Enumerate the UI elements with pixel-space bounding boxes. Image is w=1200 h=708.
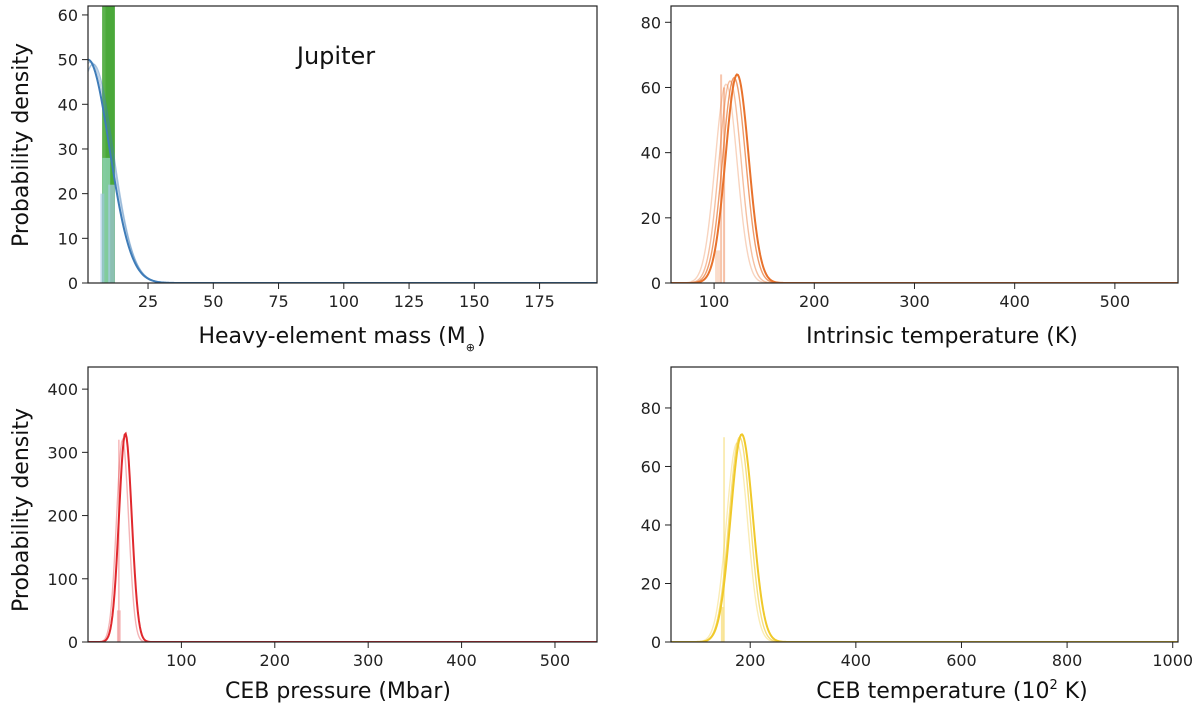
x-tick-label: 500 (1100, 292, 1131, 311)
x-tick-label: 200 (260, 651, 291, 670)
x-tick-label: 500 (540, 651, 571, 670)
x-tick-label: 50 (203, 292, 223, 311)
series-line-3 (88, 58, 597, 283)
x-axis-label: Intrinsic temperature (K) (806, 324, 1078, 349)
y-tick-label: 300 (47, 443, 78, 462)
y-axis-label: Probability density (9, 43, 34, 247)
y-tick-label: 0 (68, 274, 78, 293)
spike-bar-1 (116, 610, 121, 642)
x-axis-label: Heavy-element mass (M⊕) (198, 324, 485, 354)
x-tick-label: 400 (446, 651, 477, 670)
plot-area-ceb-pressure (88, 431, 597, 642)
spike-bar-2 (102, 157, 111, 283)
spike-bar-1 (102, 6, 108, 283)
spike-bar-4 (100, 193, 105, 283)
series-line-2 (88, 63, 597, 283)
series-line-3 (671, 433, 1178, 642)
y-tick-label: 30 (58, 140, 78, 159)
y-tick-label: 80 (641, 399, 661, 418)
x-tick-label: 100 (166, 651, 197, 670)
plot-marks (671, 433, 1178, 642)
series-line-1 (88, 61, 597, 283)
x-tick-label: 100 (699, 292, 730, 311)
x-tick-label: 400 (841, 651, 872, 670)
y-tick-label: 50 (58, 51, 78, 70)
y-tick-label: 60 (641, 78, 661, 97)
x-tick-label: 75 (268, 292, 288, 311)
y-axis-label: Probability density (9, 408, 34, 612)
y-tick-label: 60 (641, 457, 661, 476)
x-tick-label: 125 (394, 292, 425, 311)
x-tick-label: 175 (524, 292, 555, 311)
plot-area-intrinsic-temperature (671, 73, 1178, 283)
annotation-jupiter: Jupiter (295, 42, 375, 70)
y-tick-label: 400 (47, 380, 78, 399)
y-tick-label: 0 (651, 633, 661, 652)
series-line-2 (88, 431, 597, 642)
x-axis-label: CEB temperature (102 K) (816, 678, 1088, 704)
y-tick-label: 20 (58, 185, 78, 204)
axes-frame (670, 5, 1179, 284)
y-tick-label: 0 (68, 633, 78, 652)
series-line-2 (671, 80, 1178, 283)
y-tick-label: 40 (641, 144, 661, 163)
axes-frame (670, 366, 1179, 643)
series-line-1 (88, 437, 597, 642)
spike-bar-1 (723, 87, 726, 283)
spike-bar-2 (715, 250, 722, 283)
axes-frame (87, 366, 598, 643)
x-tick-label: 1000 (1152, 651, 1193, 670)
x-tick-label: 800 (1052, 651, 1083, 670)
y-tick-label: 80 (641, 13, 661, 32)
plot-marks (88, 431, 597, 642)
series-line-1 (671, 83, 1178, 283)
x-tick-label: 150 (459, 292, 490, 311)
x-tick-label: 300 (353, 651, 384, 670)
x-tick-label: 200 (799, 292, 830, 311)
x-tick-label: 100 (329, 292, 360, 311)
axes-frame (87, 5, 598, 284)
series-line-2 (671, 436, 1178, 642)
y-tick-label: 100 (47, 570, 78, 589)
y-tick-label: 200 (47, 507, 78, 526)
x-tick-label: 400 (999, 292, 1030, 311)
series-line-3 (671, 76, 1178, 283)
y-tick-label: 60 (58, 6, 78, 25)
series-line-4 (671, 73, 1178, 283)
x-axis-label: CEB pressure (Mbar) (225, 679, 451, 704)
spike-bar-1 (720, 606, 724, 642)
panel-ceb-pressure: 100 200 300 400 500 0 100 200 300 400 Probability… (9, 366, 598, 704)
x-tick-label: 25 (138, 292, 158, 311)
y-tick-label: 20 (641, 574, 661, 593)
panel-intrinsic-temperature: 100 200 300 400 500 0 20 40 60 80 Intrinsic tempe… (641, 5, 1179, 349)
series-line-1 (671, 442, 1178, 642)
x-tick-label: 600 (946, 651, 977, 670)
y-tick-label: 0 (651, 274, 661, 293)
y-tick-label: 20 (641, 209, 661, 228)
spike-bar-0 (118, 439, 120, 642)
y-tick-label: 40 (641, 516, 661, 535)
spike-bar-0 (723, 437, 725, 642)
x-tick-label: 300 (899, 292, 930, 311)
panel-ceb-temperature: 200 400 600 800 1000 0 20 40 60 80 CEB temperatur… (641, 366, 1193, 704)
plot-area-ceb-temperature (671, 433, 1178, 642)
y-tick-label: 40 (58, 95, 78, 114)
spike-bar-0 (105, 6, 115, 283)
x-tick-label: 200 (735, 651, 766, 670)
y-tick-label: 10 (58, 229, 78, 248)
spike-bar-3 (108, 184, 115, 283)
plot-marks (671, 73, 1178, 283)
